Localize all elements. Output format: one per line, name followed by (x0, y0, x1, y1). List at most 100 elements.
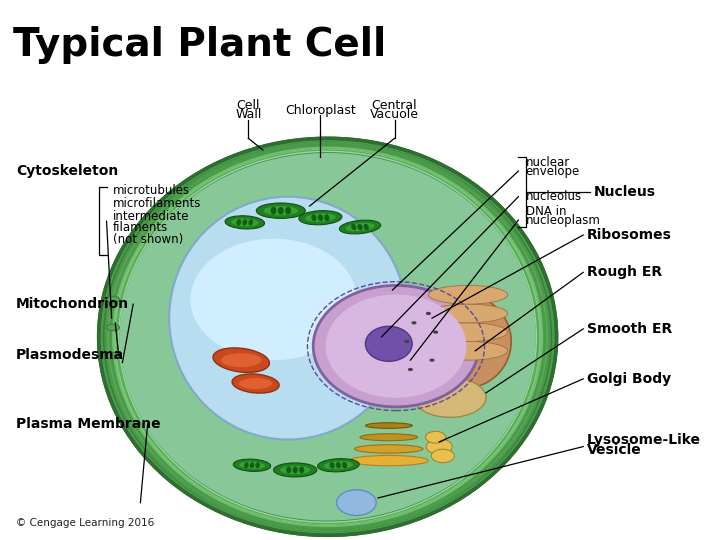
Text: Cytoskeleton: Cytoskeleton (16, 164, 118, 178)
Text: Chloroplast: Chloroplast (285, 104, 356, 117)
Ellipse shape (428, 286, 508, 304)
Ellipse shape (324, 214, 330, 221)
Ellipse shape (231, 218, 258, 226)
Text: Mitochondrion: Mitochondrion (16, 297, 129, 311)
Ellipse shape (107, 352, 120, 359)
Ellipse shape (355, 445, 423, 453)
Text: Ribosomes: Ribosomes (587, 228, 672, 242)
Ellipse shape (221, 353, 261, 367)
Ellipse shape (431, 449, 454, 463)
Ellipse shape (336, 490, 376, 516)
Ellipse shape (107, 324, 120, 330)
Text: Vesicle: Vesicle (587, 443, 642, 457)
Text: Nucleus: Nucleus (594, 185, 656, 199)
Ellipse shape (280, 465, 310, 474)
Ellipse shape (330, 462, 335, 469)
Text: nuclear: nuclear (526, 156, 570, 169)
Ellipse shape (250, 462, 254, 468)
Ellipse shape (305, 213, 336, 222)
Ellipse shape (428, 304, 508, 323)
Text: filaments: filaments (113, 221, 168, 234)
Ellipse shape (351, 224, 356, 230)
Text: intermediate: intermediate (113, 210, 189, 223)
Ellipse shape (426, 312, 431, 315)
Ellipse shape (318, 214, 323, 221)
Ellipse shape (225, 216, 264, 229)
Ellipse shape (349, 455, 428, 465)
Ellipse shape (110, 146, 545, 528)
Ellipse shape (357, 224, 363, 230)
Ellipse shape (285, 207, 291, 214)
Ellipse shape (232, 374, 279, 393)
Ellipse shape (342, 462, 347, 469)
Text: (not shown): (not shown) (113, 233, 184, 246)
Ellipse shape (236, 219, 241, 226)
Ellipse shape (299, 211, 342, 225)
Ellipse shape (366, 423, 412, 428)
Ellipse shape (169, 197, 407, 440)
Text: Lysosome-Like: Lysosome-Like (587, 433, 701, 447)
Ellipse shape (339, 220, 381, 234)
Ellipse shape (360, 434, 418, 441)
Ellipse shape (313, 286, 479, 407)
Ellipse shape (278, 207, 284, 214)
Ellipse shape (107, 296, 120, 303)
Ellipse shape (292, 467, 298, 474)
Ellipse shape (274, 463, 317, 477)
Ellipse shape (256, 203, 305, 218)
Ellipse shape (325, 294, 467, 398)
Text: Typical Plant Cell: Typical Plant Cell (13, 26, 386, 64)
Ellipse shape (366, 326, 412, 361)
Ellipse shape (433, 330, 438, 334)
Ellipse shape (299, 467, 305, 474)
Ellipse shape (264, 206, 298, 215)
Ellipse shape (101, 140, 554, 533)
Ellipse shape (256, 462, 260, 468)
Ellipse shape (324, 461, 353, 469)
Text: Smooth ER: Smooth ER (587, 322, 672, 336)
Ellipse shape (244, 462, 248, 468)
Ellipse shape (191, 239, 357, 360)
Text: Golgi Body: Golgi Body (587, 372, 671, 386)
Ellipse shape (311, 214, 317, 221)
Text: Wall: Wall (235, 109, 261, 122)
Ellipse shape (233, 459, 271, 471)
Ellipse shape (112, 147, 544, 526)
Ellipse shape (248, 219, 253, 226)
Text: Plasma Membrane: Plasma Membrane (16, 417, 161, 431)
Text: envelope: envelope (526, 165, 580, 178)
Ellipse shape (271, 207, 276, 214)
Ellipse shape (408, 368, 413, 371)
Ellipse shape (239, 462, 265, 469)
Ellipse shape (243, 219, 247, 226)
Ellipse shape (405, 340, 409, 343)
Ellipse shape (104, 143, 551, 531)
Ellipse shape (364, 224, 369, 230)
Ellipse shape (117, 151, 539, 523)
Ellipse shape (117, 151, 538, 522)
Text: Rough ER: Rough ER (587, 265, 662, 279)
Ellipse shape (213, 348, 269, 373)
Ellipse shape (346, 223, 374, 231)
Text: DNA in: DNA in (526, 205, 566, 218)
Ellipse shape (418, 295, 511, 388)
Ellipse shape (414, 377, 486, 417)
Ellipse shape (286, 467, 292, 474)
Text: © Cengage Learning 2016: © Cengage Learning 2016 (16, 518, 154, 528)
Ellipse shape (426, 439, 452, 454)
Text: Plasmodesma: Plasmodesma (16, 348, 124, 362)
Text: Central: Central (372, 99, 418, 112)
Text: nucleolus: nucleolus (526, 190, 582, 203)
Ellipse shape (336, 462, 341, 469)
Text: microtubules: microtubules (113, 184, 190, 197)
Ellipse shape (99, 138, 557, 535)
Ellipse shape (428, 323, 508, 341)
Ellipse shape (430, 359, 435, 362)
Ellipse shape (426, 431, 446, 443)
Ellipse shape (428, 341, 508, 360)
Text: microfilaments: microfilaments (113, 197, 202, 210)
Ellipse shape (119, 152, 536, 521)
Text: Cell: Cell (237, 99, 260, 112)
Ellipse shape (412, 321, 416, 325)
Text: Vacuole: Vacuole (370, 109, 419, 122)
